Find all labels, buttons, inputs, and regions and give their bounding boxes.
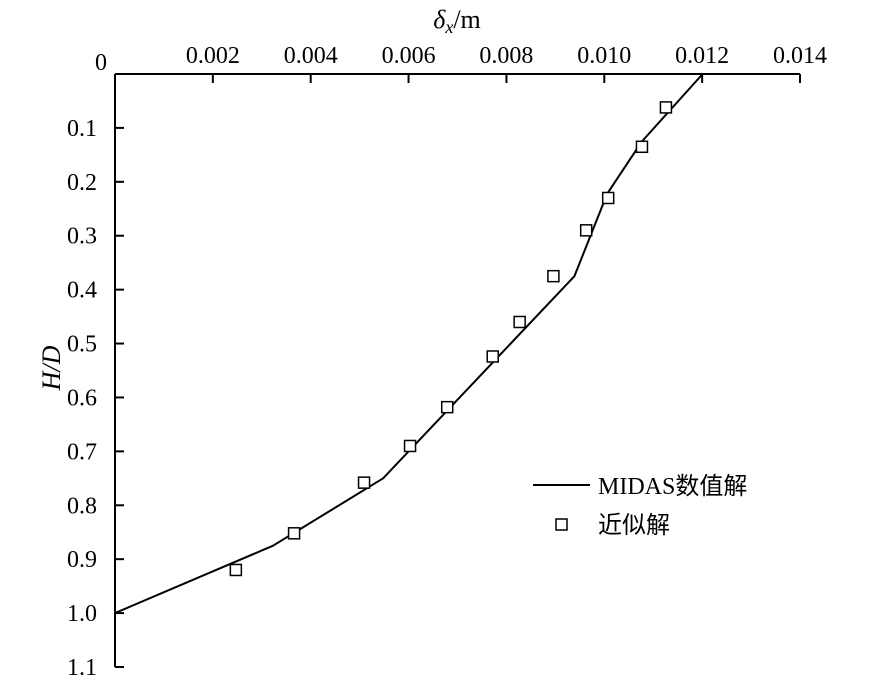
series-approx bbox=[229, 101, 673, 577]
approx-point bbox=[287, 527, 301, 540]
y-tick-label: 0.5 bbox=[67, 332, 97, 358]
x-tick-label: 0.006 bbox=[382, 43, 436, 69]
x-axis-ticks: 0.002 0.004 0.006 0.008 0.010 0.012 0.014 bbox=[186, 43, 827, 83]
y-tick-label: 0.3 bbox=[67, 224, 97, 250]
legend-label-approx: 近似解 bbox=[598, 512, 670, 539]
approx-point bbox=[547, 269, 560, 283]
x-tick-label: 0.014 bbox=[773, 43, 827, 69]
approx-point bbox=[601, 191, 615, 205]
legend: MIDAS数值解 近似解 bbox=[533, 473, 747, 539]
origin-label: 0 bbox=[95, 50, 107, 76]
x-tick-label: 0.002 bbox=[186, 43, 240, 69]
y-tick-label: 0.4 bbox=[67, 278, 97, 304]
y-axis-title: H/D bbox=[37, 345, 66, 391]
approx-point bbox=[229, 563, 243, 577]
approx-point bbox=[659, 101, 673, 114]
x-axis-title: δx/m bbox=[433, 5, 481, 37]
approx-point bbox=[513, 315, 526, 329]
x-tick-label: 0.008 bbox=[479, 43, 533, 69]
legend-label-midas: MIDAS数值解 bbox=[598, 473, 747, 500]
y-tick-label: 0.8 bbox=[67, 493, 97, 519]
y-tick-label: 0.7 bbox=[67, 439, 97, 465]
y-tick-label: 1.1 bbox=[67, 655, 97, 681]
y-tick-label: 0.9 bbox=[67, 547, 97, 573]
y-tick-label: 0.6 bbox=[67, 385, 97, 411]
approx-point bbox=[440, 400, 454, 414]
approx-point bbox=[635, 140, 649, 154]
approx-point bbox=[357, 476, 371, 489]
approx-point bbox=[486, 350, 499, 363]
x-tick-label: 0.004 bbox=[284, 43, 338, 69]
approx-point bbox=[403, 439, 417, 453]
x-tick-label: 0.012 bbox=[675, 43, 729, 69]
x-tick-label: 0.010 bbox=[577, 43, 631, 69]
y-tick-label: 0.1 bbox=[67, 116, 97, 142]
y-tick-label: 1.0 bbox=[67, 601, 97, 627]
legend-marker-sample bbox=[555, 518, 568, 531]
approx-point bbox=[579, 224, 593, 237]
y-tick-label: 0.2 bbox=[67, 170, 97, 196]
y-axis-ticks: 0.1 0.2 0.3 0.4 0.5 0.6 0.7 0.8 0.9 1.0 1.1 bbox=[67, 116, 124, 681]
